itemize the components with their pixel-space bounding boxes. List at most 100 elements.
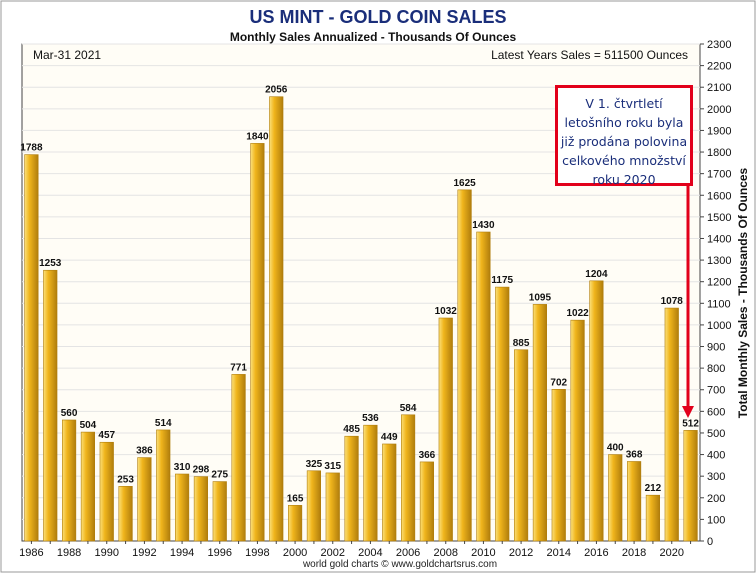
x-tick-label: 2000 — [283, 547, 307, 559]
bar-1997 — [231, 374, 246, 542]
y-tick-label: 1500 — [707, 212, 731, 224]
x-tick-label: 2004 — [358, 547, 382, 559]
annotation-line: celkového množství — [562, 153, 686, 168]
y-tick-label: 1200 — [707, 277, 731, 289]
bar-2014 — [551, 389, 566, 542]
bar-2007 — [419, 461, 434, 542]
bar-value-label: 1022 — [566, 308, 589, 319]
latest-sales-label: Latest Years Sales = 511500 Ounces — [491, 48, 688, 62]
y-tick-label: 2300 — [707, 39, 731, 51]
annotation-line: letošního roku byla — [564, 115, 684, 130]
x-tick-label: 1988 — [57, 547, 81, 559]
bar-value-label: 368 — [626, 449, 643, 460]
bar-2018 — [627, 461, 642, 542]
bar-1999 — [269, 96, 284, 542]
bar-value-label: 1788 — [20, 143, 43, 154]
bar-value-label: 1625 — [453, 178, 476, 189]
bar-value-label: 212 — [645, 483, 662, 494]
bar-value-label: 1253 — [39, 258, 62, 269]
x-tick-label: 2008 — [434, 547, 458, 559]
bar-1994 — [175, 473, 190, 542]
bar-2020 — [664, 307, 679, 542]
bar-value-label: 1430 — [472, 220, 495, 231]
bar-1988 — [62, 419, 77, 542]
bar-1990 — [99, 441, 114, 542]
bar-value-label: 1078 — [661, 296, 684, 307]
bar-value-label: 366 — [419, 450, 436, 461]
x-tick-label: 2016 — [584, 547, 608, 559]
y-tick-label: 2000 — [707, 104, 731, 116]
annotation-arrow — [682, 186, 694, 418]
annotation-line: roku 2020 — [592, 172, 656, 187]
bar-value-label: 885 — [513, 338, 530, 349]
bar-2012 — [514, 349, 529, 542]
x-tick-label: 1998 — [245, 547, 269, 559]
annotation-box: V 1. čtvrtletí letošního roku byla již p… — [555, 85, 693, 187]
y-tick-label: 600 — [707, 406, 725, 418]
y-tick-label: 500 — [707, 428, 725, 440]
bar-value-label: 560 — [61, 408, 78, 419]
bar-2006 — [401, 414, 416, 542]
source-credit: world gold charts © www.goldchartsrus.co… — [302, 559, 497, 570]
y-tick-label: 800 — [707, 363, 725, 375]
bar-2002 — [325, 472, 340, 542]
bar-1991 — [118, 486, 133, 542]
y-axis: 0 100 200 300 400 500 600 700 800 900 1000 1100 1200… — [700, 39, 731, 548]
bar-2019 — [645, 494, 660, 542]
y-tick-label: 700 — [707, 385, 725, 397]
bar-value-label: 298 — [193, 465, 210, 476]
y-tick-label: 900 — [707, 342, 725, 354]
bar-value-label: 771 — [230, 362, 247, 373]
x-tick-label: 1992 — [132, 547, 156, 559]
bar-value-label: 1840 — [246, 131, 269, 142]
y-tick-label: 2100 — [707, 82, 731, 94]
bar-1987 — [43, 269, 58, 542]
x-tick-label: 1994 — [170, 547, 194, 559]
bar-value-label: 504 — [80, 420, 97, 431]
bar-value-label: 514 — [155, 418, 172, 429]
bar-value-label: 1095 — [529, 292, 552, 303]
bar-1995 — [193, 476, 208, 542]
y-tick-label: 1900 — [707, 125, 731, 137]
bar-1989 — [80, 431, 95, 542]
date-label: Mar-31 2021 — [33, 48, 101, 62]
x-tick-label: 2020 — [660, 547, 684, 559]
bar-2000 — [288, 505, 303, 542]
bar-value-label: 1175 — [491, 275, 513, 286]
bar-2015 — [570, 319, 585, 542]
bar-value-label: 584 — [400, 403, 417, 414]
chart-subtitle: Monthly Sales Annualized - Thousands Of … — [230, 30, 517, 44]
bar-2017 — [608, 454, 623, 542]
bar-2011 — [495, 286, 510, 542]
bar-1992 — [137, 457, 152, 542]
bar-value-label: 536 — [362, 413, 379, 424]
x-axis: 1986 1988 1990 1992 1994 1996 1998 2000 2002 2004… — [19, 541, 692, 559]
bar-2003 — [344, 435, 359, 542]
bar-value-label: 1032 — [435, 306, 458, 317]
bar-value-label: 2056 — [265, 85, 288, 96]
bars — [24, 96, 698, 542]
x-tick-label: 2006 — [396, 547, 420, 559]
bar-value-label: 457 — [98, 430, 115, 441]
y-tick-label: 200 — [707, 493, 725, 505]
bar-1993 — [156, 429, 171, 542]
y-tick-label: 1300 — [707, 255, 731, 267]
y-tick-label: 1800 — [707, 147, 731, 159]
y-tick-label: 100 — [707, 514, 725, 526]
x-tick-label: 1996 — [208, 547, 232, 559]
y-tick-label: 1100 — [707, 298, 731, 310]
bar-value-label: 310 — [174, 462, 191, 473]
bar-value-label: 1204 — [585, 269, 608, 280]
x-tick-label: 1990 — [95, 547, 119, 559]
y-tick-label: 1700 — [707, 169, 731, 181]
y-axis-title: Total Monthly Sales - Thousands Of Ounce… — [736, 167, 750, 418]
y-tick-label: 1600 — [707, 190, 731, 202]
x-tick-label: 1986 — [19, 547, 43, 559]
y-tick-label: 300 — [707, 471, 725, 483]
bar-value-label: 253 — [117, 474, 134, 485]
bar-value-label: 325 — [306, 459, 323, 470]
bar-value-label: 165 — [287, 493, 304, 504]
